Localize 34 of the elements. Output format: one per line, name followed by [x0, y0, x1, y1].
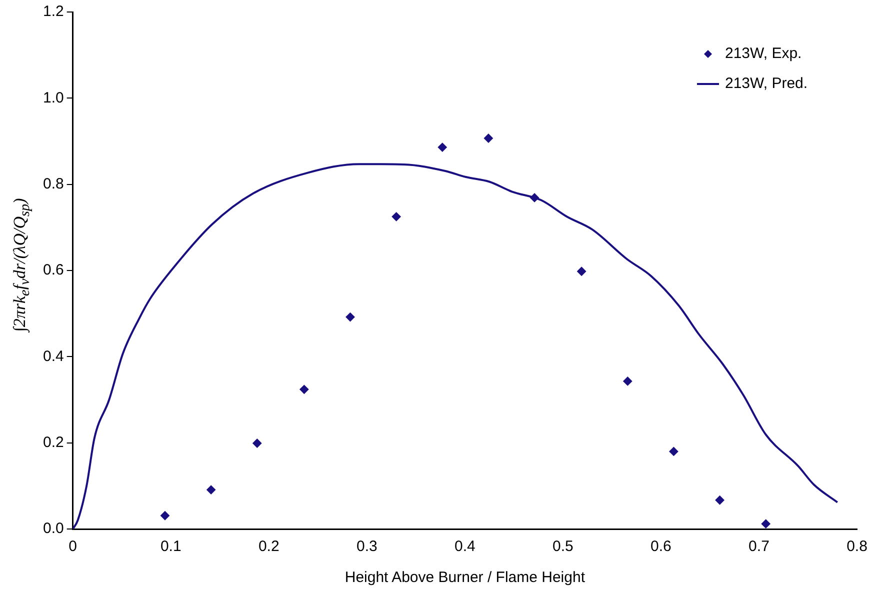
y-tick-label: 0.8	[42, 175, 64, 192]
x-tick-label: 0.3	[356, 538, 378, 556]
point	[206, 485, 216, 494]
x-tick-label: 0.2	[258, 538, 280, 556]
point	[623, 376, 632, 386]
x-tick-label: 0	[68, 538, 78, 556]
point	[484, 134, 493, 143]
point	[438, 142, 447, 152]
point	[577, 266, 586, 276]
y-tick-label: 0.4	[42, 348, 64, 365]
x-tick-label: 0.6	[650, 538, 672, 556]
y-tick-label: 0.6	[42, 262, 64, 279]
x-tick-label: 0.1	[160, 538, 182, 556]
point	[160, 511, 170, 520]
y-tick-label: 1.0	[42, 89, 64, 106]
x-tick-label: 0.4	[454, 538, 476, 556]
x-tick-label: 0.8	[846, 538, 868, 556]
point	[252, 438, 262, 448]
x-axis-title: Height Above Burner / Flame Height	[344, 569, 586, 586]
point	[392, 212, 401, 222]
y-tick-label: 0.2	[42, 434, 64, 451]
point	[669, 446, 678, 456]
point	[761, 519, 770, 528]
line-series	[72, 163, 838, 529]
y-tick-label: 1.2	[42, 3, 64, 20]
x-tick-label: 0.5	[552, 538, 574, 556]
legend-label: 213W, Exp.	[725, 45, 802, 62]
y-tick-label: 0.0	[42, 520, 64, 538]
point	[300, 384, 309, 394]
point	[530, 193, 540, 202]
point	[346, 312, 355, 322]
point	[715, 496, 724, 505]
x-tick-label: 0.7	[748, 538, 770, 556]
legend-label: 213W, Pred.	[725, 75, 808, 92]
